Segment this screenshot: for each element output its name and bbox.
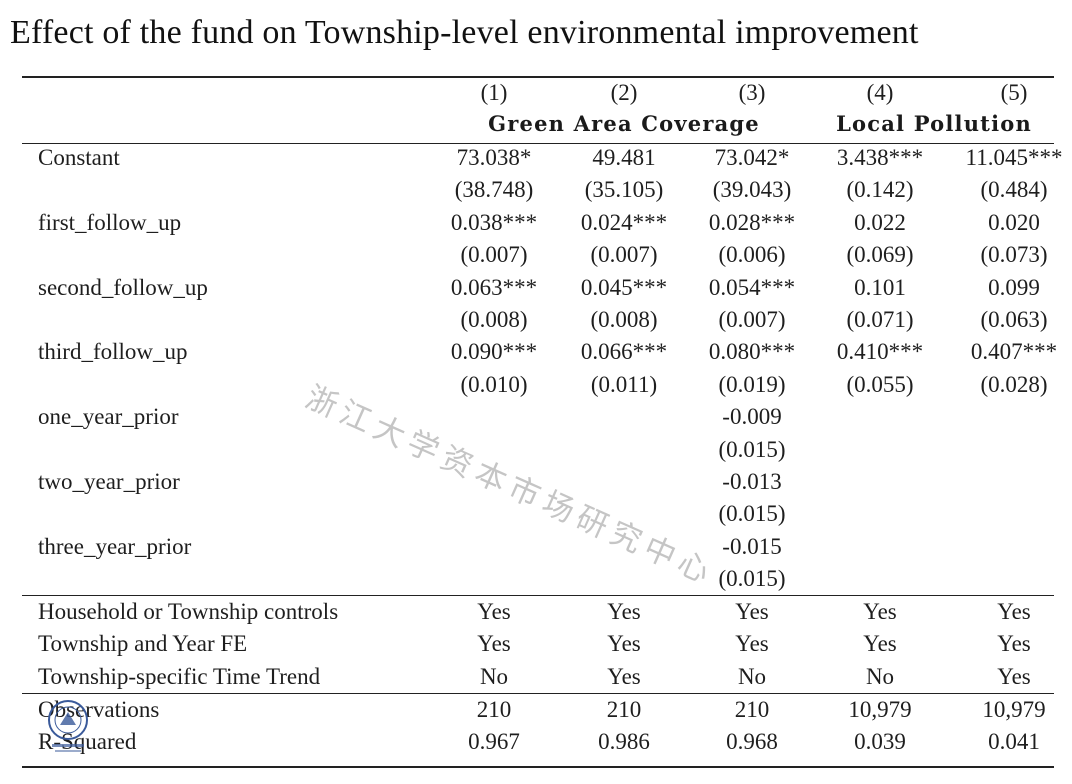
standard-error-cell: (0.028) [980, 371, 1048, 397]
control-cell: No [479, 663, 509, 689]
control-cell: Yes [607, 631, 641, 657]
coefficient-cell: 0.101 [854, 274, 906, 300]
column-number: (5) [1000, 80, 1028, 105]
row-label: two_year_prior [38, 469, 180, 494]
control-cell: Yes [477, 599, 511, 624]
column-number: (4) [866, 80, 894, 105]
standard-error-cell: (0.015) [718, 566, 786, 592]
control-cell: Yes [607, 599, 641, 624]
row-label: Township-specific Time Trend [38, 663, 321, 689]
standard-error-cell: (0.055) [846, 371, 914, 397]
row-label: first_follow_up [38, 209, 182, 235]
coefficient-cell: 0.099 [988, 274, 1040, 300]
control-cell: No [737, 663, 767, 689]
coefficient-cell: 73.042* [714, 145, 790, 170]
stat-cell: 10,979 [982, 697, 1046, 722]
standard-error-cell: (0.007) [460, 242, 528, 268]
coefficient-cell: 0.090*** [450, 339, 538, 365]
control-cell: Yes [477, 631, 511, 657]
slide-title: Effect of the fund on Township-level env… [10, 14, 919, 51]
row-label: three_year_prior [38, 533, 192, 559]
standard-error-cell: (0.019) [718, 371, 786, 397]
stat-cell: 0.986 [598, 729, 650, 755]
control-cell: Yes [997, 599, 1031, 624]
coefficient-cell: 49.481 [592, 145, 656, 170]
control-cell: Yes [735, 599, 769, 624]
control-cell: Yes [863, 631, 897, 657]
row-label: Constant [38, 145, 120, 170]
stat-cell: 210 [606, 697, 642, 722]
control-cell: Yes [607, 663, 641, 689]
standard-error-cell: (0.010) [460, 371, 528, 397]
coefficient-cell: 11.045*** [965, 145, 1063, 170]
standard-error-cell: (39.043) [712, 177, 792, 203]
control-cell: Yes [735, 631, 769, 657]
stat-cell: 210 [734, 697, 770, 722]
control-cell: No [865, 663, 895, 689]
standard-error-cell: (0.006) [718, 242, 786, 268]
coefficient-cell: 0.080*** [708, 339, 796, 365]
row-label: second_follow_up [38, 274, 208, 300]
coefficient-cell: 0.022 [854, 209, 906, 235]
row-label: Observations [38, 697, 160, 722]
coefficient-cell: -0.015 [722, 533, 782, 559]
stat-cell: 10,979 [848, 697, 912, 722]
standard-error-cell: (0.015) [718, 501, 786, 527]
top-rule [22, 76, 1054, 78]
column-group-header: Green Area Coverage [488, 111, 760, 136]
stat-cell: 0.968 [726, 729, 778, 755]
column-number: (1) [480, 80, 508, 105]
watermark-text: 浙江大学资本市场研究中心 [300, 379, 721, 593]
coefficient-cell: 73.038* [456, 145, 532, 170]
control-cell: Yes [997, 663, 1031, 689]
coefficient-cell: 0.045*** [580, 274, 668, 300]
standard-error-cell: (38.748) [454, 177, 534, 203]
coefficient-cell: 0.028*** [708, 209, 796, 235]
stats-rule [22, 693, 1054, 694]
coefficient-cell: 0.024*** [580, 209, 668, 235]
university-logo-icon [48, 700, 88, 752]
coefficient-cell: 0.054*** [708, 274, 796, 300]
coefficient-cell: 0.020 [988, 209, 1040, 235]
standard-error-cell: (0.008) [460, 307, 528, 332]
column-number: (2) [610, 80, 638, 105]
standard-error-cell: (0.008) [590, 307, 658, 332]
standard-error-cell: (0.484) [980, 177, 1048, 203]
column-number: (3) [738, 80, 766, 105]
coefficient-cell: 0.410*** [836, 339, 924, 365]
control-cell: Yes [997, 631, 1031, 657]
standard-error-cell: (0.071) [846, 307, 914, 332]
standard-error-cell: (35.105) [584, 177, 664, 203]
standard-error-cell: (0.069) [846, 242, 914, 268]
stat-cell: 0.039 [854, 729, 906, 755]
bottom-rule [22, 766, 1054, 768]
standard-error-cell: (0.063) [980, 307, 1048, 332]
standard-error-cell: (0.007) [590, 242, 658, 268]
controls-rule [22, 595, 1054, 596]
coefficient-cell: -0.009 [722, 404, 782, 430]
coefficient-cell: 0.066*** [580, 339, 668, 365]
row-label: one_year_prior [38, 404, 179, 430]
stat-cell: 0.967 [468, 729, 520, 755]
row-label: third_follow_up [38, 339, 188, 365]
row-label: Household or Township controls [38, 599, 339, 624]
standard-error-cell: (0.011) [590, 371, 658, 397]
column-group-header: Local Pollution [836, 111, 1032, 136]
stat-cell: 0.041 [988, 729, 1040, 755]
coefficient-cell: 3.438*** [836, 145, 924, 170]
coefficient-cell: -0.013 [722, 469, 782, 494]
stat-cell: 210 [476, 697, 512, 722]
coefficient-cell: 0.038*** [450, 209, 538, 235]
coefficient-cell: 0.063*** [450, 274, 538, 300]
standard-error-cell: (0.142) [846, 177, 914, 203]
row-label: Township and Year FE [38, 631, 248, 657]
standard-error-cell: (0.073) [980, 242, 1048, 268]
control-cell: Yes [863, 599, 897, 624]
standard-error-cell: (0.007) [718, 307, 786, 332]
header-rule [22, 143, 1054, 144]
coefficient-cell: 0.407*** [970, 339, 1058, 365]
standard-error-cell: (0.015) [718, 436, 786, 462]
